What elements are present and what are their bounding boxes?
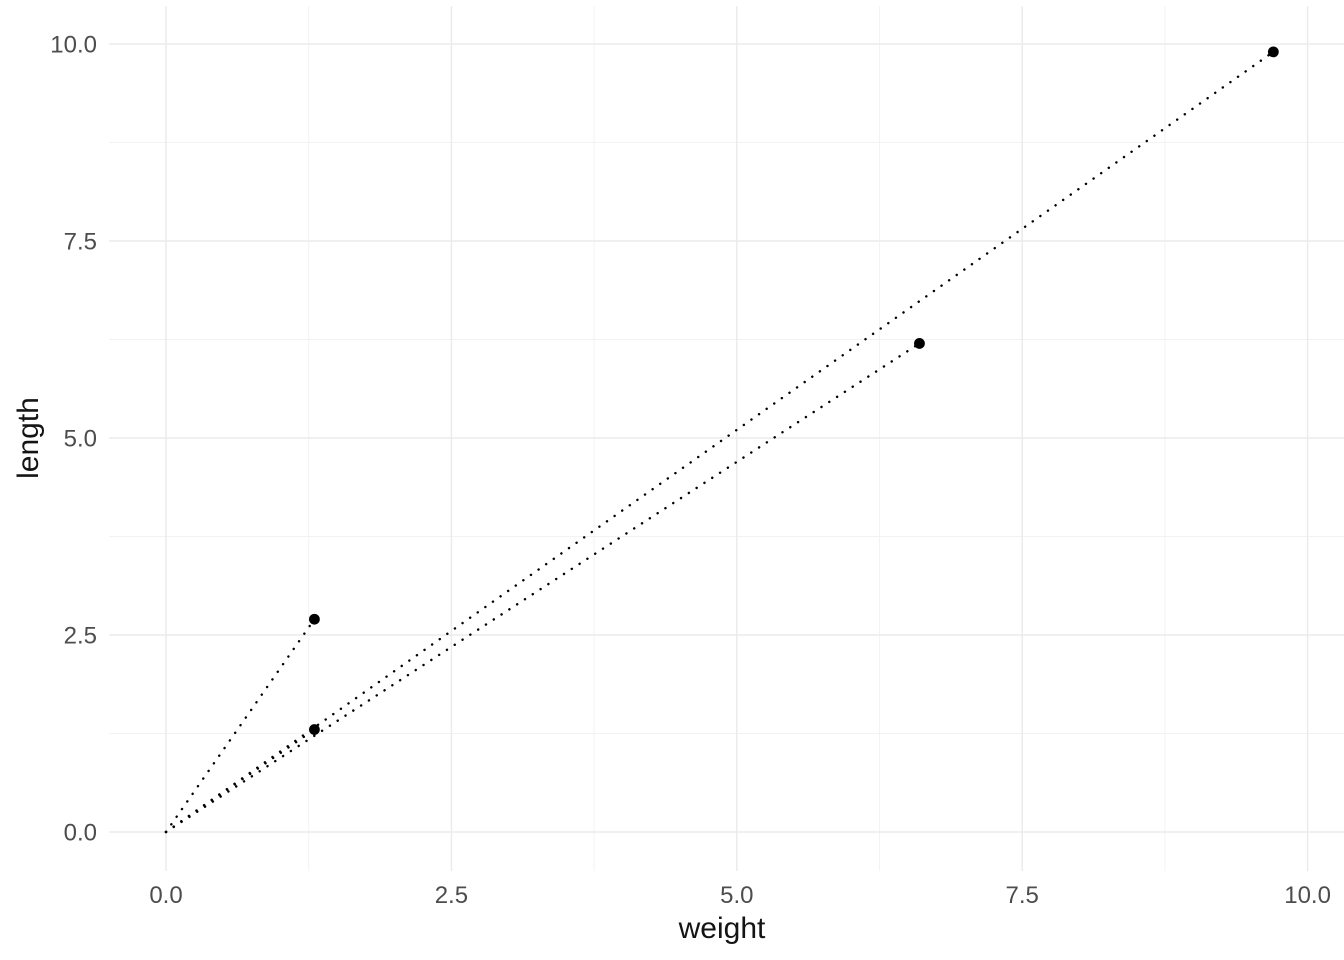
y-tick-label: 2.5	[64, 623, 97, 650]
x-tick-label: 7.5	[1006, 882, 1039, 909]
y-axis-title: length	[12, 397, 45, 479]
x-axis-tick-labels: 0.0 2.5 5.0 7.5 10.0	[149, 882, 1331, 909]
data-points	[309, 46, 1279, 735]
y-tick-label: 5.0	[64, 426, 97, 453]
origin-segment	[164, 342, 921, 834]
y-axis-tick-labels: 0.0 2.5 5.0 7.5 10.0	[50, 32, 97, 847]
data-point	[1267, 46, 1279, 58]
origin-segment	[164, 618, 316, 834]
x-tick-label: 5.0	[720, 882, 753, 909]
y-tick-label: 10.0	[50, 32, 97, 59]
y-tick-label: 0.0	[64, 820, 97, 847]
grid-major-lines	[109, 6, 1344, 871]
origin-segments	[164, 50, 1275, 834]
y-tick-label: 7.5	[64, 229, 97, 256]
x-axis-title: weight	[678, 912, 766, 945]
data-point	[309, 613, 320, 625]
data-point	[309, 724, 320, 735]
x-tick-label: 10.0	[1284, 882, 1331, 909]
x-tick-label: 2.5	[435, 882, 468, 909]
origin-segment	[164, 50, 1275, 834]
x-tick-label: 0.0	[149, 882, 182, 909]
data-point	[914, 338, 925, 349]
